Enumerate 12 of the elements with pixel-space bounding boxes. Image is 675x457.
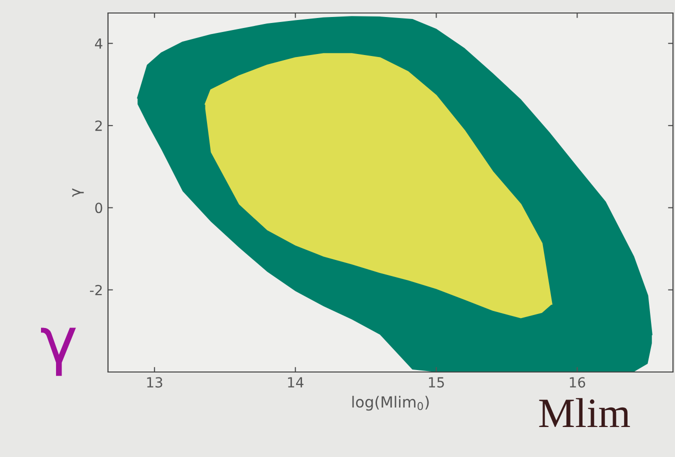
text: Mlim [539, 398, 630, 428]
y-axis-title: γ [72, 188, 84, 197]
x-tick-label: 13 [147, 377, 162, 388]
x-axis-title: log(Mlim$_{0}$) [352, 396, 429, 411]
x-tick-label: 16 [570, 377, 586, 388]
x-tick-label: 14 [288, 377, 304, 388]
text: γ [41, 328, 76, 376]
y-tick-label: 4 [94, 38, 102, 49]
y-tick-label: -2 [90, 284, 102, 296]
y-tick-label: 0 [95, 202, 102, 214]
x-tick-label: 15 [428, 377, 444, 388]
y-tick-label: 2 [95, 120, 102, 131]
